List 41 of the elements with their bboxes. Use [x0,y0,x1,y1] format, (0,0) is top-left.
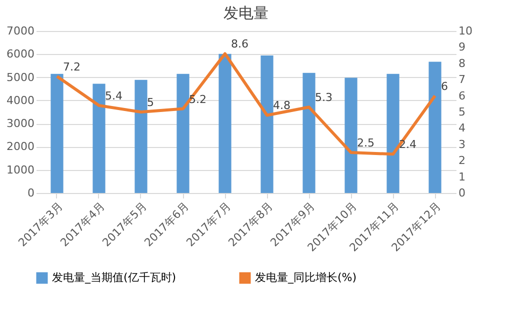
y2-tick-label: 9 [458,40,466,54]
y2-tick-label: 0 [458,186,466,200]
data-label: 5.3 [315,91,332,104]
y-tick-label: 6000 [6,48,34,61]
legend-label: 发电量_同比增长(%) [255,271,357,284]
y2-tick-label: 1 [458,170,466,184]
bar [218,54,232,193]
y2-tick-label: 10 [458,24,472,38]
data-label: 4.8 [273,99,290,112]
data-label: 7.2 [63,60,80,74]
data-label: 5 [147,96,154,109]
bar [344,78,358,193]
bar [176,74,190,193]
data-label: 8.6 [231,38,248,51]
bar [260,56,274,193]
y2-tick-label: 3 [458,138,466,151]
y-tick-label: 1000 [6,163,34,176]
y2-tick-label: 4 [458,122,466,135]
y-tick-label: 4000 [6,94,34,107]
bar [386,74,400,193]
chart-title: 发电量 [224,4,268,22]
bar [50,74,64,193]
y-tick-label: 5000 [6,70,34,84]
y2-tick-label: 6 [458,89,466,102]
bar [302,72,316,193]
y2-tick-label: 5 [458,106,466,118]
bar [428,62,442,193]
data-label: 2.5 [357,136,374,150]
y-tick-label: 0 [28,186,34,200]
y-tick-label: 7000 [6,24,34,38]
legend-label: 发电量_当期值(亿千瓦时) [52,271,176,284]
y-tick-label: 3000 [6,117,34,130]
y2-tick-label: 7 [458,73,466,86]
y2-tick-label: 2 [458,154,466,168]
y-tick-label: 2000 [6,140,34,154]
y2-tick-label: 8 [458,56,466,70]
data-label: 5.4 [105,90,122,103]
bar [92,84,106,193]
bar [134,80,148,193]
data-label: 6 [441,80,448,93]
line-series [56,52,436,156]
